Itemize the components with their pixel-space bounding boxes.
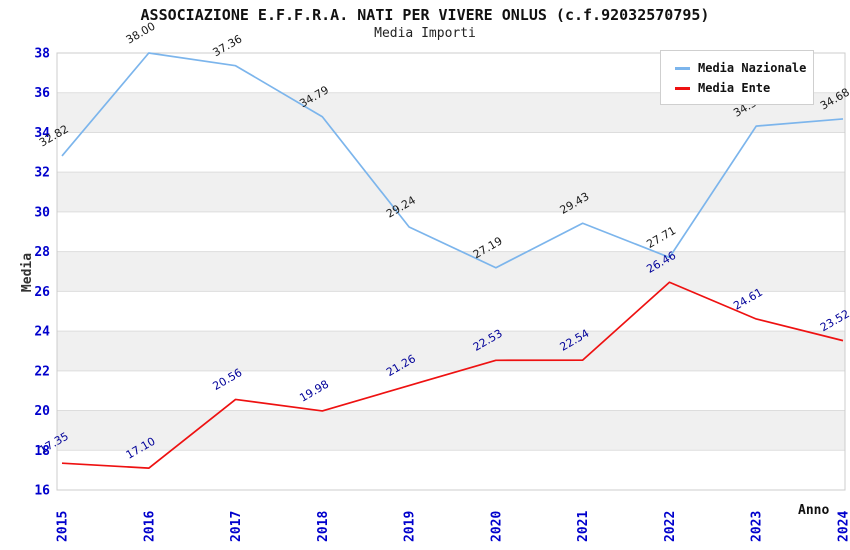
data-label: 38.00 bbox=[124, 20, 158, 47]
data-label: 37.36 bbox=[211, 32, 245, 59]
band bbox=[57, 331, 845, 371]
legend: Media Nazionale Media Ente bbox=[660, 50, 814, 105]
y-tick-label: 30 bbox=[34, 205, 50, 220]
series-line-media-nazionale bbox=[61, 52, 844, 269]
x-tick-label: 2018 bbox=[316, 511, 331, 542]
x-tick-label: 2019 bbox=[403, 511, 418, 542]
x-tick-label: 2015 bbox=[56, 511, 71, 542]
x-tick-label: 2024 bbox=[837, 511, 850, 542]
x-tick-label: 2017 bbox=[229, 511, 244, 542]
x-tick-label: 2023 bbox=[750, 511, 765, 542]
band bbox=[57, 251, 845, 292]
legend-item-media-nazionale: Media Nazionale bbox=[661, 58, 813, 78]
chart-title: ASSOCIAZIONE E.F.F.R.A. NATI PER VIVERE … bbox=[140, 6, 710, 24]
x-tick-label: 2016 bbox=[142, 511, 157, 542]
x-tick-label: 2022 bbox=[663, 511, 678, 542]
chart-subtitle: Media Importi bbox=[374, 26, 476, 41]
y-tick-label: 18 bbox=[34, 444, 50, 459]
y-tick-label: 36 bbox=[34, 86, 50, 101]
legend-label-media-nazionale: Media Nazionale bbox=[698, 61, 807, 75]
media-ente-line-swatch bbox=[675, 86, 690, 90]
y-tick-label: 34 bbox=[34, 126, 50, 141]
y-tick-label: 28 bbox=[34, 245, 50, 260]
band bbox=[57, 410, 845, 451]
media-nazionale-line-swatch bbox=[675, 66, 690, 70]
y-tick-label: 16 bbox=[34, 484, 50, 499]
y-tick-label: 24 bbox=[34, 325, 50, 340]
plot-border bbox=[56, 52, 846, 491]
legend-label-media-ente: Media Ente bbox=[698, 81, 771, 95]
y-axis-title: Media bbox=[20, 252, 36, 293]
y-tick-label: 38 bbox=[34, 47, 50, 62]
y-tick-label: 26 bbox=[34, 285, 50, 300]
legend-item-media-ente: Media Ente bbox=[661, 78, 813, 98]
band bbox=[57, 172, 845, 212]
x-tick-label: 2020 bbox=[489, 511, 504, 542]
data-label: 19.98 bbox=[297, 378, 331, 405]
series-line-media-ente bbox=[61, 281, 844, 469]
data-label: 27.71 bbox=[644, 224, 678, 251]
x-axis-title: Anno bbox=[798, 503, 830, 518]
data-label: 17.35 bbox=[37, 430, 71, 457]
y-tick-label: 32 bbox=[34, 166, 50, 181]
y-tick-label: 22 bbox=[34, 364, 50, 379]
x-tick-label: 2021 bbox=[576, 511, 591, 542]
y-tick-label: 20 bbox=[34, 404, 50, 419]
